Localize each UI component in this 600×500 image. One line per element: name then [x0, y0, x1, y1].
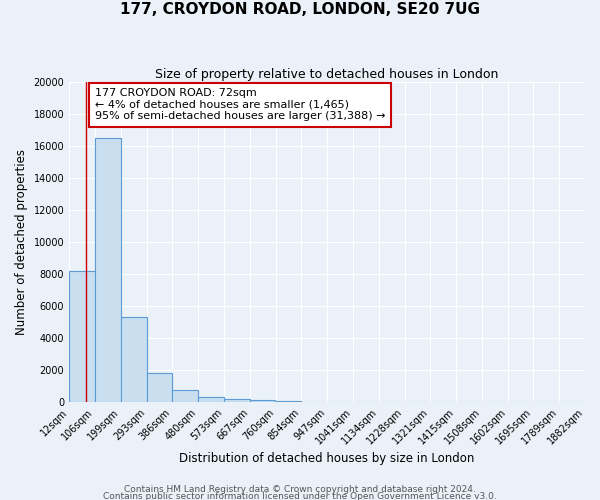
Bar [95, 138, 121, 402]
Y-axis label: Number of detached properties: Number of detached properties [15, 149, 28, 335]
Bar [199, 397, 224, 402]
Bar [275, 400, 301, 402]
Text: Contains public sector information licensed under the Open Government Licence v3: Contains public sector information licen… [103, 492, 497, 500]
Title: Size of property relative to detached houses in London: Size of property relative to detached ho… [155, 68, 499, 80]
Bar [69, 271, 95, 402]
X-axis label: Distribution of detached houses by size in London: Distribution of detached houses by size … [179, 452, 475, 465]
Bar [224, 399, 250, 402]
Bar [121, 318, 146, 402]
Bar [172, 390, 198, 402]
Text: 177, CROYDON ROAD, LONDON, SE20 7UG: 177, CROYDON ROAD, LONDON, SE20 7UG [120, 2, 480, 18]
Text: Contains HM Land Registry data © Crown copyright and database right 2024.: Contains HM Land Registry data © Crown c… [124, 486, 476, 494]
Text: 177 CROYDON ROAD: 72sqm
← 4% of detached houses are smaller (1,465)
95% of semi-: 177 CROYDON ROAD: 72sqm ← 4% of detached… [95, 88, 385, 122]
Bar [147, 372, 172, 402]
Bar [250, 400, 275, 402]
